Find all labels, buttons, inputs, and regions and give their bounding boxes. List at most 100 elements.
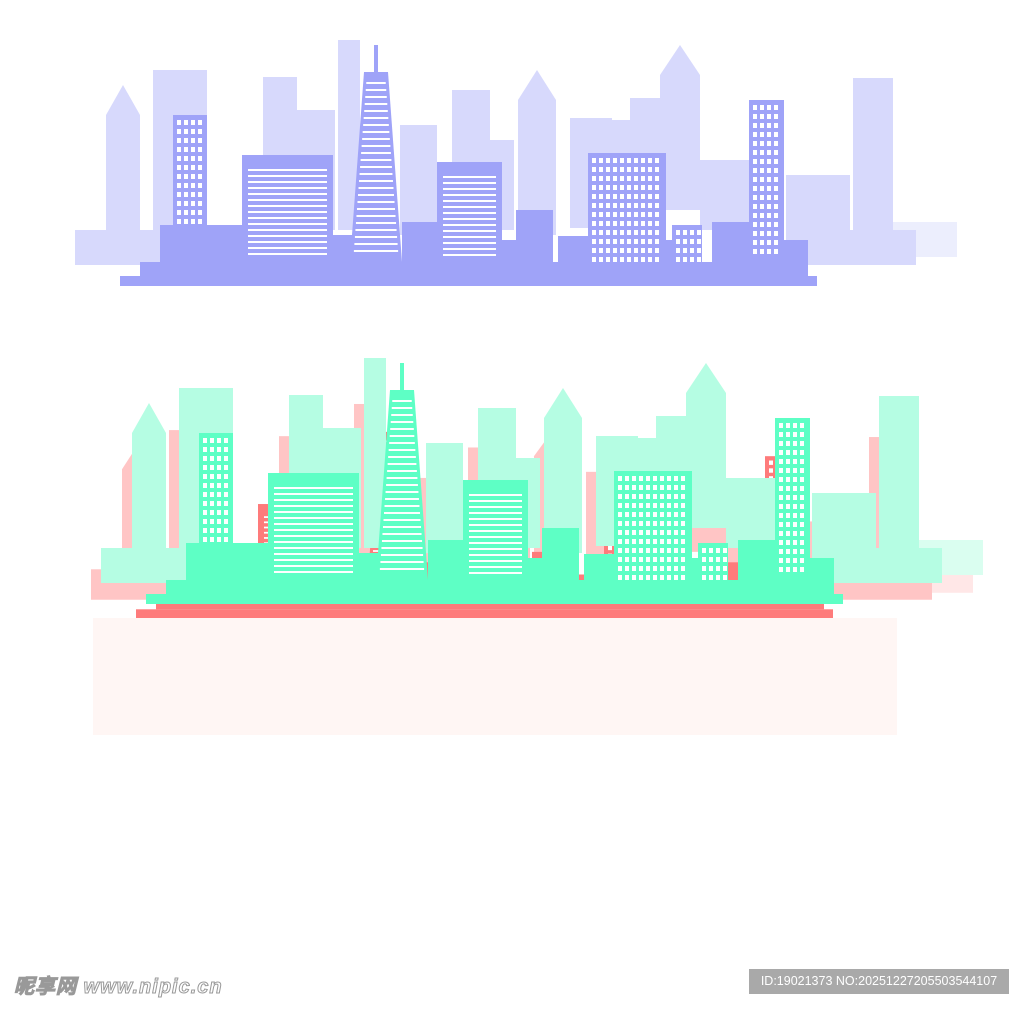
window bbox=[191, 156, 195, 161]
window bbox=[667, 575, 671, 580]
mid-building bbox=[400, 125, 437, 235]
window bbox=[674, 575, 678, 580]
window bbox=[625, 512, 629, 517]
window bbox=[674, 557, 678, 562]
front-building bbox=[160, 225, 250, 265]
window bbox=[627, 230, 631, 235]
window bbox=[641, 212, 645, 217]
window bbox=[613, 230, 617, 235]
window bbox=[184, 138, 188, 143]
window bbox=[618, 494, 622, 499]
window bbox=[198, 165, 202, 170]
window bbox=[210, 528, 214, 533]
window bbox=[648, 230, 652, 235]
window bbox=[606, 176, 610, 181]
window bbox=[198, 138, 202, 143]
window bbox=[632, 575, 636, 580]
window bbox=[667, 503, 671, 508]
window bbox=[786, 450, 790, 455]
window-stripe bbox=[248, 181, 327, 183]
window bbox=[184, 219, 188, 224]
window bbox=[592, 248, 596, 253]
window bbox=[632, 503, 636, 508]
mid-building bbox=[544, 388, 582, 553]
window bbox=[779, 432, 783, 437]
window bbox=[774, 222, 778, 227]
window-stripe bbox=[469, 572, 522, 574]
skyline-purple bbox=[75, 40, 957, 286]
watermark-id: ID:19021373 NO:20251227205503544107 bbox=[749, 969, 1009, 994]
window bbox=[210, 492, 214, 497]
window-stripe bbox=[248, 169, 327, 171]
window bbox=[618, 476, 622, 481]
window bbox=[620, 167, 624, 172]
window bbox=[224, 465, 228, 470]
window bbox=[646, 494, 650, 499]
window bbox=[760, 114, 764, 119]
window bbox=[648, 257, 652, 262]
window bbox=[653, 575, 657, 580]
window bbox=[786, 540, 790, 545]
window-stripe bbox=[443, 176, 496, 178]
window bbox=[634, 203, 638, 208]
window-stripe bbox=[248, 193, 327, 195]
window bbox=[641, 167, 645, 172]
window bbox=[655, 230, 659, 235]
window-stripe bbox=[274, 553, 353, 555]
window bbox=[648, 239, 652, 244]
window bbox=[767, 141, 771, 146]
window bbox=[800, 513, 804, 518]
window bbox=[779, 459, 783, 464]
window bbox=[760, 186, 764, 191]
front-building bbox=[186, 543, 276, 583]
window-stripe bbox=[274, 505, 353, 507]
window bbox=[632, 494, 636, 499]
window bbox=[760, 231, 764, 236]
window bbox=[613, 167, 617, 172]
window bbox=[632, 485, 636, 490]
window bbox=[632, 521, 636, 526]
window bbox=[774, 204, 778, 209]
window bbox=[779, 423, 783, 428]
window bbox=[760, 105, 764, 110]
window bbox=[177, 201, 181, 206]
mid-building bbox=[106, 85, 140, 230]
window bbox=[793, 477, 797, 482]
window-stripe bbox=[469, 506, 522, 508]
window bbox=[634, 212, 638, 217]
window bbox=[210, 510, 214, 515]
window bbox=[786, 468, 790, 473]
window-stripe bbox=[248, 187, 327, 189]
window bbox=[681, 566, 685, 571]
mid-building bbox=[426, 443, 463, 553]
window bbox=[786, 486, 790, 491]
window bbox=[653, 539, 657, 544]
window bbox=[667, 530, 671, 535]
window bbox=[760, 132, 764, 137]
window bbox=[177, 165, 181, 170]
window bbox=[793, 486, 797, 491]
background-band bbox=[93, 618, 897, 735]
window bbox=[625, 575, 629, 580]
window bbox=[655, 212, 659, 217]
window bbox=[767, 168, 771, 173]
window bbox=[191, 219, 195, 224]
window bbox=[620, 230, 624, 235]
window bbox=[793, 540, 797, 545]
window bbox=[767, 123, 771, 128]
window bbox=[592, 185, 596, 190]
window-stripe bbox=[443, 236, 496, 238]
window-stripe bbox=[274, 517, 353, 519]
window bbox=[716, 566, 720, 571]
window bbox=[709, 557, 713, 562]
window bbox=[800, 504, 804, 509]
window bbox=[210, 519, 214, 524]
window-stripe bbox=[365, 96, 387, 98]
window bbox=[634, 158, 638, 163]
window bbox=[224, 501, 228, 506]
front-building bbox=[166, 580, 834, 594]
window-stripe bbox=[360, 159, 392, 161]
window-stripe bbox=[365, 89, 387, 91]
window bbox=[655, 248, 659, 253]
window bbox=[779, 558, 783, 563]
